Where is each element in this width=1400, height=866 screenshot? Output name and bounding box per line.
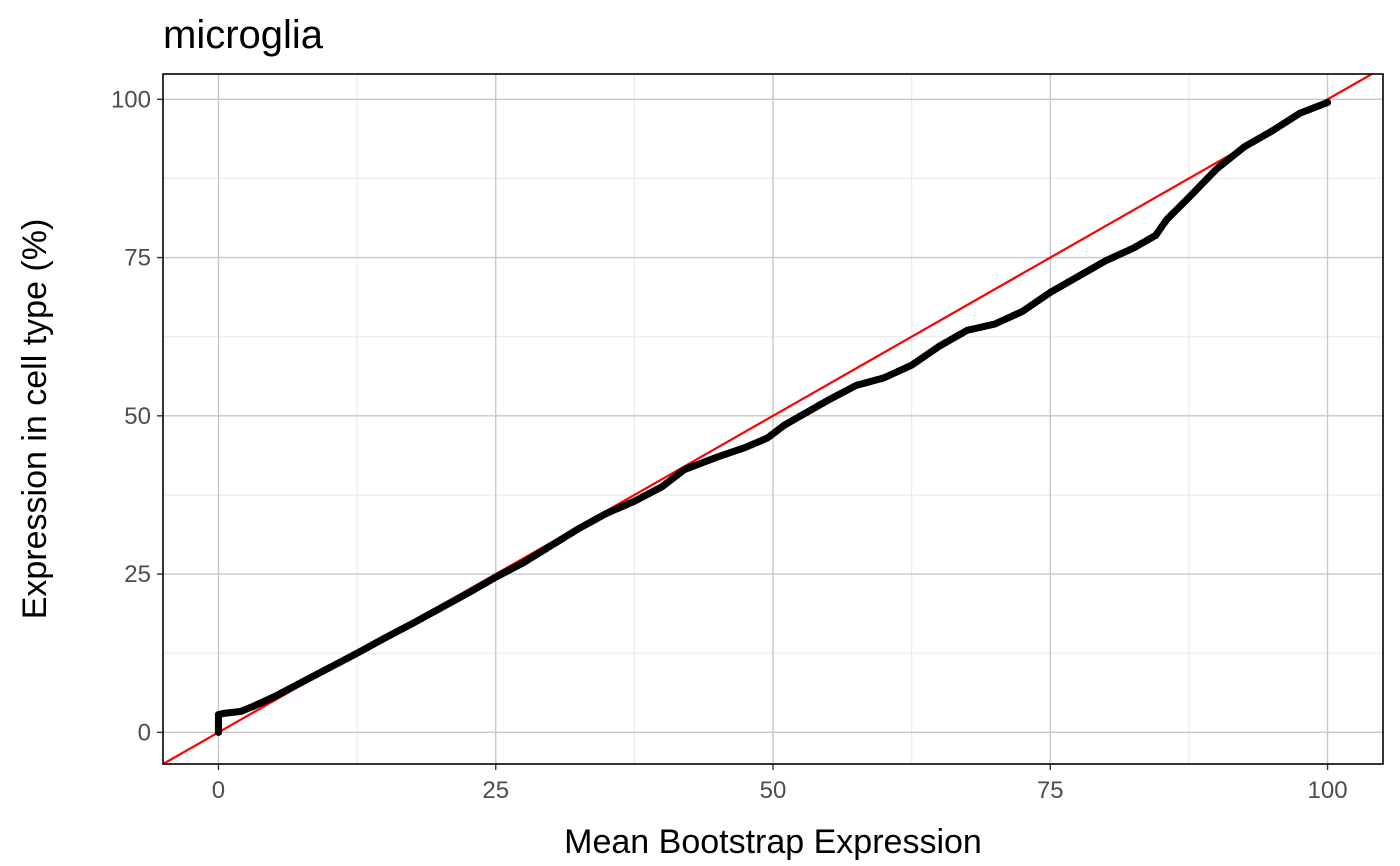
chart-title: microglia [163,13,324,57]
x-tick-label: 50 [760,777,787,804]
x-axis-title: Mean Bootstrap Expression [564,823,982,861]
y-tick-label: 50 [124,403,151,430]
y-tick-label: 25 [124,561,151,588]
panel-border [162,73,1384,765]
axis-ticks: 0 25 50 75 100 0 25 50 75 100 [111,86,1348,804]
data-points [214,98,1332,736]
x-tick-label: 75 [1037,777,1064,804]
y-tick-label: 0 [138,719,151,746]
y-tick-label: 75 [124,245,151,272]
grid [163,74,1383,764]
x-tick-label: 25 [482,777,509,804]
x-tick-label: 0 [212,777,225,804]
y-tick-label: 100 [111,86,151,113]
x-tick-label: 100 [1308,777,1348,804]
data-point [1323,98,1332,107]
y-axis-title: Expression in cell type (%) [16,219,54,620]
